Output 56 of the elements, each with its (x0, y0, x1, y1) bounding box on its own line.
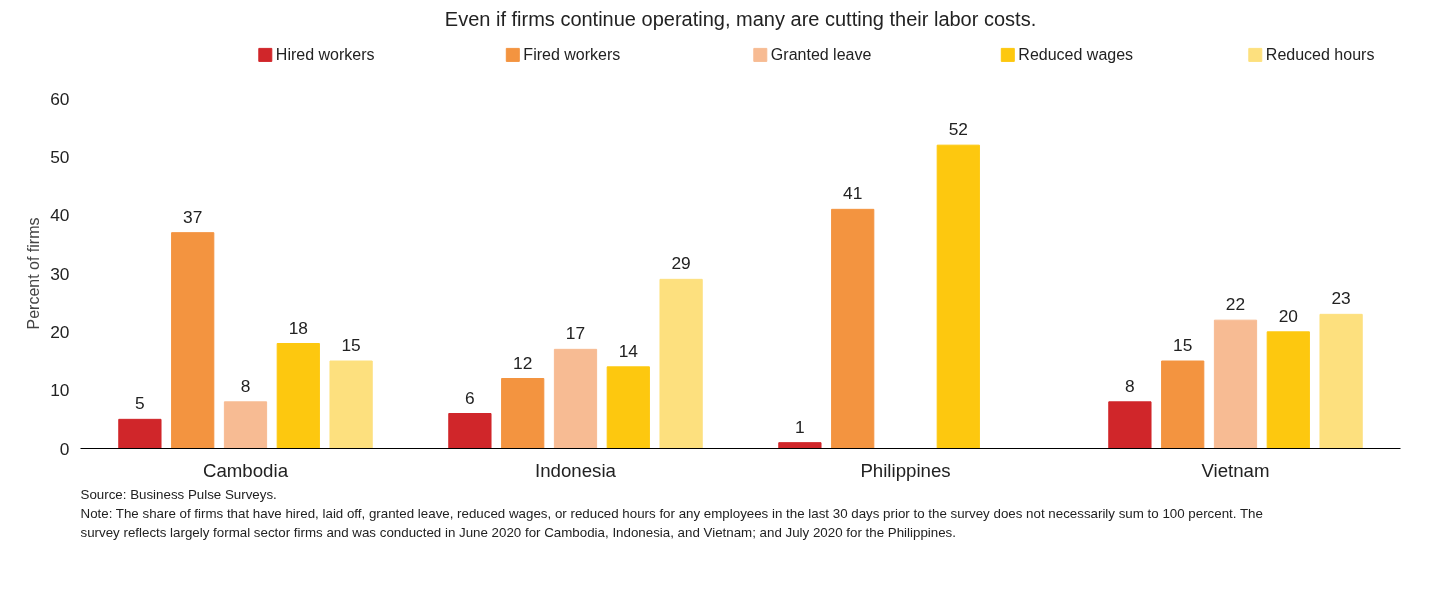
bar (606, 366, 650, 449)
data-label: 20 (1278, 305, 1298, 326)
bar (1213, 319, 1258, 449)
legend-label: Reduced hours (1265, 46, 1375, 64)
bar (118, 418, 162, 449)
data-label: 8 (240, 375, 251, 396)
bar (448, 413, 492, 449)
y-axis-title: Percent of firms (25, 217, 43, 330)
data-label: 15 (1173, 335, 1193, 355)
bar (1108, 401, 1152, 449)
y-tick-label: 20 (50, 321, 70, 342)
y-tick-label: 50 (50, 146, 70, 167)
data-label: 41 (843, 183, 863, 204)
legend-label: Fired workers (523, 46, 621, 64)
data-label: 52 (948, 119, 968, 140)
chart-title: Even if firms continue operating, many are cutting their labor costs. (444, 7, 1037, 30)
data-label: 15 (341, 335, 361, 355)
bar (171, 232, 215, 449)
x-tick-label: Cambodia (202, 459, 289, 481)
bar (659, 278, 703, 449)
bar (936, 144, 980, 449)
data-label: 5 (135, 393, 145, 414)
y-tick-label: 10 (50, 380, 70, 401)
y-tick-label: 60 (50, 88, 70, 109)
bar (501, 378, 545, 449)
data-label: 23 (1331, 288, 1351, 309)
data-label: 12 (513, 352, 533, 373)
bar (1161, 360, 1205, 449)
data-label: 37 (183, 206, 203, 227)
y-tick-label: 30 (50, 263, 70, 284)
data-label: 17 (565, 323, 586, 344)
data-label: 22 (1225, 294, 1246, 315)
data-label: 29 (671, 253, 691, 274)
bar (1266, 331, 1310, 449)
legend-label: Reduced wages (1018, 46, 1134, 64)
y-tick-label: 40 (50, 205, 70, 226)
source-note: Source: Business Pulse Surveys. (80, 486, 277, 502)
data-label: 14 (618, 340, 639, 361)
bar (276, 343, 320, 449)
data-label: 1 (795, 416, 805, 437)
x-tick-label: Philippines (860, 459, 951, 481)
legend-label: Hired workers (275, 46, 375, 64)
data-label: 6 (465, 387, 475, 408)
bar (553, 348, 598, 449)
bar (778, 442, 822, 449)
data-label: 8 (1125, 375, 1135, 396)
bar (1319, 313, 1363, 449)
data-label: 18 (288, 317, 308, 338)
bar (831, 208, 875, 449)
legend-label: Granted leave (770, 46, 872, 64)
y-tick-label: 0 (59, 438, 70, 459)
x-tick-label: Indonesia (535, 459, 617, 481)
text: Note: The share of firms that have hired, laid off, granted leave, reduced wages, or reduced hours for any employees in the last 30 days prior to the survey does not necessarily sum to 100 percent. The survey reflects largely formal sector firms and was conducted in June 2020 for Cambodia, Indonesia, and Vietnam; and July 2020 for the Philippines. (80, 505, 1263, 540)
x-tick-label: Vietnam (1201, 459, 1270, 481)
bar (223, 401, 268, 449)
bar (329, 360, 373, 449)
